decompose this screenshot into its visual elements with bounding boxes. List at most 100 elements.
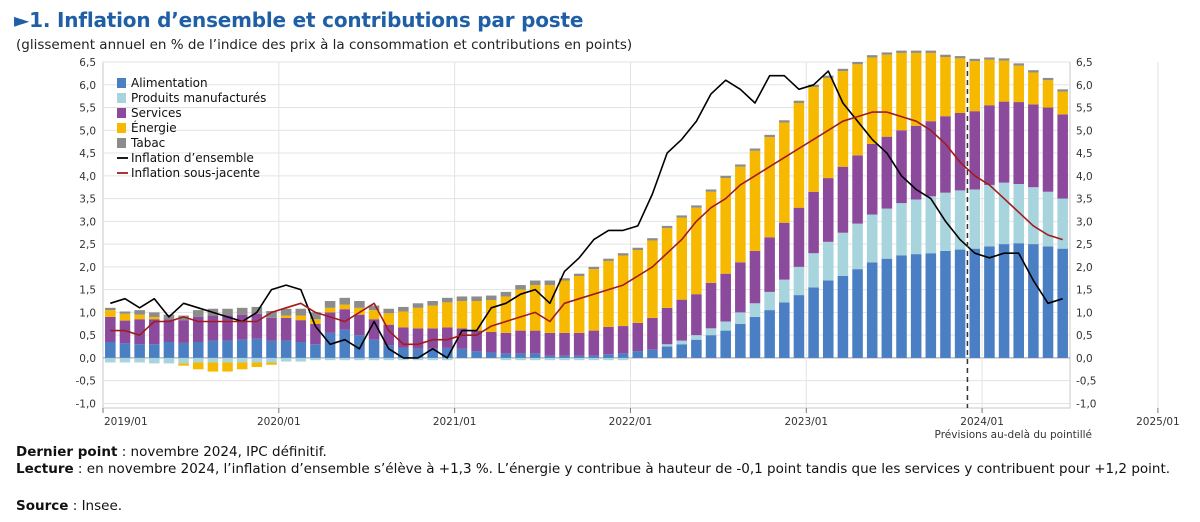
bar-segment	[749, 148, 761, 151]
bar-segment	[984, 59, 995, 106]
bar-segment	[720, 175, 731, 179]
bar-segment	[573, 332, 585, 356]
bar-segment	[456, 301, 468, 329]
bar-segment	[998, 101, 1010, 183]
y-tick-label-right: 6,5	[1076, 57, 1093, 69]
bar-segment	[779, 120, 790, 123]
bar-segment	[149, 344, 160, 358]
bar-segment	[1013, 65, 1024, 103]
bar-segment	[1042, 107, 1054, 192]
bar-segment	[779, 302, 790, 358]
bar-segment	[764, 291, 775, 311]
bar-segment	[925, 196, 937, 254]
bar-segment	[324, 307, 336, 313]
bar-segment	[691, 294, 702, 336]
y-tick-label-left: -1,0	[76, 398, 97, 410]
bar-segment	[529, 357, 541, 361]
bar-segment	[412, 357, 424, 361]
bar-segment	[954, 249, 966, 358]
bar-segment	[808, 191, 819, 254]
bar-segment	[647, 317, 658, 350]
bar-segment	[559, 280, 570, 333]
y-tick-label-left: 1,0	[79, 307, 96, 319]
bar-segment	[954, 190, 966, 250]
bar-segment	[105, 357, 116, 363]
bar-segment	[295, 341, 307, 358]
bar-segment	[251, 338, 263, 358]
bar-segment	[207, 315, 219, 341]
bar-segment	[134, 319, 145, 345]
bar-segment	[588, 266, 600, 270]
bar-segment	[1028, 70, 1039, 73]
bar-segment	[969, 111, 981, 190]
y-tick-label-right: 0,0	[1076, 353, 1093, 365]
footer-source-label: Source	[16, 498, 69, 514]
bar-segment	[485, 300, 497, 332]
bar-segment	[573, 275, 585, 333]
bar-segment	[529, 330, 541, 354]
plot-area	[102, 61, 1071, 409]
legend-label: Tabac	[130, 136, 165, 150]
bar-segment	[368, 305, 380, 311]
bar-segment	[984, 105, 995, 185]
bar-segment	[1057, 198, 1068, 249]
bar-segment	[691, 335, 702, 340]
bar-segment	[837, 71, 849, 167]
bar-segment	[324, 301, 336, 308]
legend-label: Énergie	[131, 120, 177, 135]
bar-segment	[354, 307, 365, 315]
bar-segment	[105, 307, 116, 311]
bar-segment	[178, 342, 189, 358]
bar-segment	[339, 329, 351, 358]
bar-segment	[222, 357, 233, 363]
bar-segment	[207, 362, 219, 372]
bar-segment	[119, 320, 131, 344]
bar-segment	[969, 61, 981, 112]
bar-segment	[1057, 89, 1068, 92]
bar-segment	[837, 232, 849, 276]
bar-segment	[544, 357, 556, 361]
x-tick-label: 2025/01	[1136, 416, 1180, 428]
bar-segment	[149, 312, 160, 317]
bar-segment	[764, 134, 775, 138]
bar-segment	[837, 275, 849, 358]
bar-segment	[236, 314, 248, 340]
bar-segment	[852, 62, 863, 65]
bar-segment	[119, 343, 131, 358]
bar-segment	[998, 58, 1010, 61]
bar-segment	[559, 355, 570, 358]
bar-segment	[427, 348, 438, 358]
x-tick-label: 2019/01	[104, 416, 148, 428]
bar-segment	[881, 52, 893, 55]
bar-segment	[471, 351, 482, 358]
bar-segment	[398, 306, 409, 312]
bar-segment	[676, 299, 688, 341]
bar-segment	[559, 332, 570, 356]
bar-segment	[822, 77, 834, 179]
bar-segment	[1042, 77, 1054, 81]
bar-segment	[559, 357, 570, 361]
bar-segment	[1013, 102, 1024, 185]
bar-segment	[236, 307, 248, 315]
bar-segment	[515, 330, 526, 354]
bar-segment	[1057, 91, 1068, 115]
bar-segment	[837, 166, 849, 233]
legend-swatch	[117, 123, 126, 133]
bar-segment	[295, 357, 307, 362]
bar-segment	[192, 357, 204, 363]
bar-segment	[881, 258, 893, 358]
legend-label: Alimentation	[131, 76, 208, 90]
bar-segment	[896, 130, 907, 204]
bar-segment	[295, 320, 307, 342]
legend-swatch	[117, 93, 126, 103]
bar-segment	[442, 297, 453, 303]
bar-segment	[222, 315, 233, 341]
y-tick-label-left: 2,5	[79, 239, 96, 251]
y-tick-label-right: 3,5	[1076, 194, 1093, 206]
bar-segment	[720, 321, 731, 331]
bar-segment	[573, 273, 585, 276]
bar-segment	[529, 353, 541, 358]
bar-segment	[427, 305, 438, 329]
bar-segment	[603, 260, 614, 327]
bar-segment	[251, 357, 263, 363]
